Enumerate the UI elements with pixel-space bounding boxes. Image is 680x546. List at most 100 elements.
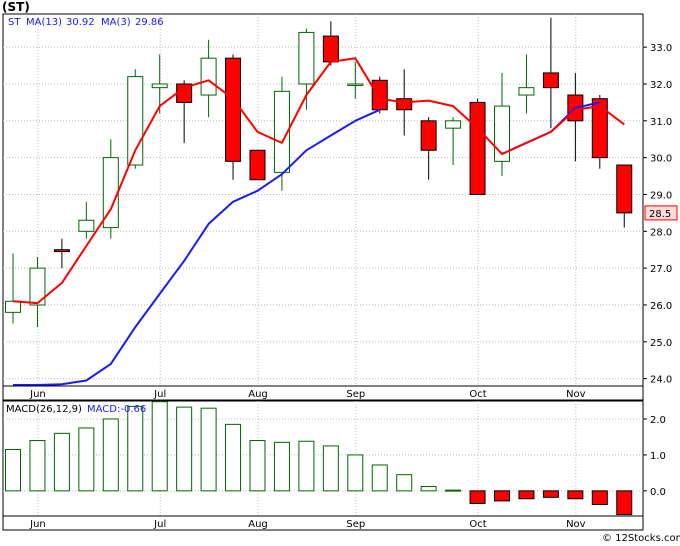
candle	[200, 39, 217, 118]
legend-symbol: ST	[8, 17, 21, 28]
price-tick-label: 29.0	[650, 190, 672, 201]
price-tick-label: 31.0	[650, 117, 672, 128]
macd-x-tick-label: Jun	[29, 519, 46, 530]
price-axis: 24.0 25.0 26.0 27.0 28.0 29.0 30.0 31.0 32.0 33.0	[643, 43, 672, 386]
macd-legend: MACD(26,12,9) MACD:-0.66	[6, 404, 146, 415]
candle-body-up	[298, 31, 315, 85]
macd-bar-positive	[371, 464, 388, 492]
macd-x-axis: Jun Jul Aug Sep Oct Nov	[29, 519, 586, 530]
candle-body-up	[78, 219, 95, 232]
price-tick-label: 26.0	[650, 301, 672, 312]
macd-bar-negative	[616, 490, 633, 516]
macd-bar-negative	[518, 490, 535, 500]
legend-ma3-label: MA(3)	[101, 17, 131, 28]
candle-body-down	[616, 164, 633, 214]
macd-bar-positive	[127, 405, 144, 492]
candle	[420, 117, 437, 180]
candle	[518, 54, 535, 114]
macd-bar-positive	[249, 440, 266, 492]
chart-title: (ST)	[2, 0, 30, 14]
price-x-tick-label: Aug	[248, 389, 268, 400]
candle	[347, 61, 364, 99]
price-panel: 24.0 25.0 26.0 27.0 28.0 29.0 30.0 31.0 32.0 33.0…	[2, 13, 678, 387]
macd-bar-negative	[542, 490, 559, 498]
macd-xaxis-band	[2, 515, 644, 531]
legend-ma13-label: MA(13)	[26, 17, 62, 28]
candle	[469, 98, 486, 195]
candle	[616, 164, 633, 228]
macd-x-tick-label: Jul	[153, 519, 166, 530]
macd-x-tick-label: Sep	[346, 519, 365, 530]
price-x-tick-label: Sep	[346, 389, 365, 400]
candle-body-up	[494, 105, 510, 162]
candle	[225, 54, 242, 180]
macd-x-tick-label: Aug	[248, 519, 268, 530]
candle	[273, 76, 290, 191]
price-x-tick-label: Nov	[566, 389, 586, 400]
candle-body-down	[542, 72, 559, 89]
macd-bar-positive	[225, 423, 242, 492]
candle-body-up	[151, 83, 168, 89]
ma3-line	[12, 57, 625, 305]
macd-bar-negative	[567, 490, 584, 500]
last-price-box	[644, 205, 678, 221]
candle	[5, 253, 21, 324]
candle-body-down	[53, 249, 70, 253]
macd-x-tick-label: Oct	[469, 519, 486, 530]
price-tick-label: 28.0	[650, 227, 672, 238]
candle-body-down	[591, 98, 608, 159]
price-tick-label: 24.0	[650, 375, 672, 386]
macd-bar-negative	[469, 490, 486, 504]
price-x-tick-label: Jul	[153, 389, 166, 400]
macd-bar-positive	[347, 454, 364, 492]
macd-bar-positive	[78, 427, 95, 492]
candle	[151, 54, 168, 114]
price-plot-area	[2, 13, 644, 387]
price-tick-label: 33.0	[650, 43, 672, 54]
macd-bar-positive	[29, 440, 46, 492]
macd-bar-positive	[420, 486, 437, 492]
macd-x-tick-label: Nov	[566, 519, 586, 530]
candle-body-down	[396, 98, 413, 111]
macd-bar-negative	[494, 490, 510, 502]
price-grid	[3, 14, 643, 386]
macd-bar-positive	[151, 401, 168, 492]
macd-label: MACD(26,12,9)	[6, 404, 82, 415]
candle	[127, 69, 144, 169]
candle-body-up	[518, 87, 535, 96]
candle	[53, 238, 70, 269]
candle-body-up	[5, 300, 21, 313]
candle-body-down	[371, 79, 388, 111]
candle-body-down	[469, 101, 486, 195]
macd-bar-positive	[396, 474, 413, 492]
watermark: © 12Stocks.com	[602, 533, 680, 544]
candle	[371, 76, 388, 114]
candle-body-down	[249, 149, 266, 181]
macd-bar-positive	[5, 449, 21, 492]
price-xaxis-band	[2, 385, 644, 401]
price-x-tick-label: Jun	[29, 389, 46, 400]
macd-bar-negative	[591, 490, 608, 505]
candle	[29, 257, 46, 328]
price-tick-label: 25.0	[650, 338, 672, 349]
candle-body-up	[273, 90, 290, 173]
candle-body-up	[200, 57, 217, 96]
macd-bar-positive	[445, 489, 462, 492]
moving-averages	[12, 57, 625, 386]
macd-bar-positive	[322, 445, 339, 492]
candle-body-down	[322, 35, 339, 63]
candle-body-up	[445, 120, 462, 129]
price-tick-label: 32.0	[650, 80, 672, 91]
price-tick-label: 27.0	[650, 264, 672, 275]
macd-tick-label: 0.0	[650, 487, 666, 498]
candle-body-up	[347, 83, 364, 86]
last-price-tag: 28.5	[644, 205, 678, 221]
price-x-tick-label: Oct	[469, 389, 486, 400]
macd-panel: 0.0 1.0 2.0	[2, 400, 666, 517]
price-x-axis: Jun Jul Aug Sep Oct Nov	[29, 389, 586, 400]
legend-ma13-value: 30.92	[66, 17, 95, 28]
candle	[591, 95, 608, 169]
candle-body-up	[29, 267, 46, 306]
macd-tick-label: 1.0	[650, 451, 666, 462]
